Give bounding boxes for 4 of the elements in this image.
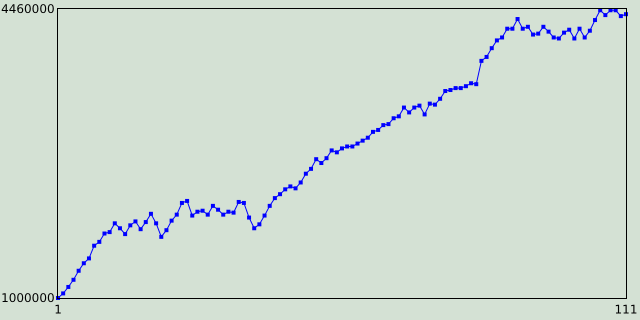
x-tick-label: 1 (54, 302, 62, 316)
y-tick-label: 1000000 (1, 291, 55, 306)
y-tick-label: 4460000 (1, 2, 55, 16)
x-tick-label: 111 (614, 302, 638, 316)
